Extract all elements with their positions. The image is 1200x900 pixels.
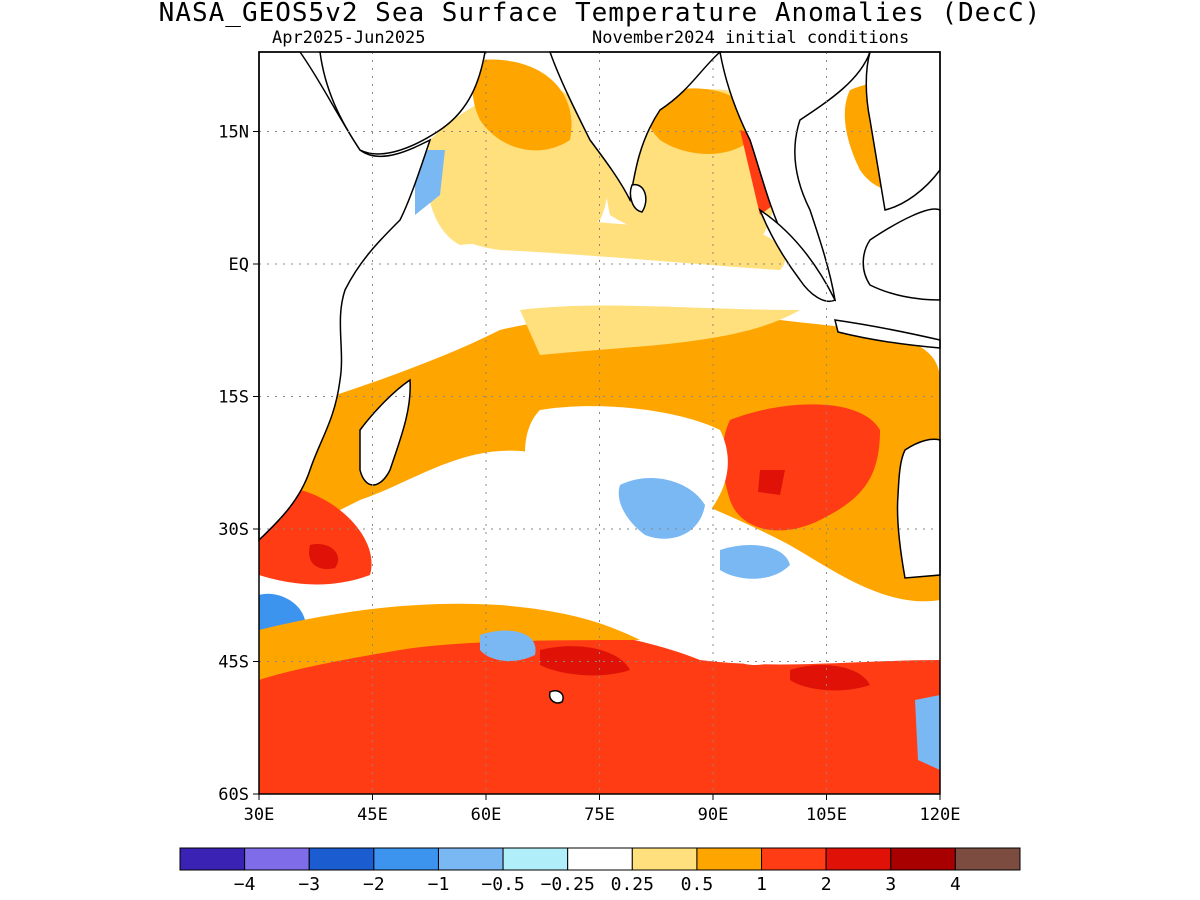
lat-label: 45S	[218, 653, 249, 673]
colorbar-label: −2	[363, 874, 385, 895]
colorbar-swatch	[373, 847, 439, 871]
colorbar-swatch	[696, 847, 763, 871]
longitude-labels: 30E 45E 60E 75E 90E 105E 120E	[244, 794, 961, 825]
lon-label: 45E	[357, 805, 388, 825]
southwest-warm	[259, 490, 372, 585]
graticule	[259, 52, 940, 794]
lon-label: 120E	[920, 805, 961, 825]
southern-ocean-core-2	[790, 665, 870, 691]
colorbar-swatch	[179, 847, 246, 871]
australia-land	[896, 438, 941, 579]
colorbar-label: 4	[950, 874, 961, 895]
borneo-land	[862, 208, 941, 301]
colorbar-label: −0.25	[541, 874, 595, 895]
colorbar-swatch	[761, 847, 827, 871]
indochina-land	[865, 51, 941, 211]
lat-label: 15N	[218, 123, 249, 143]
southeast-warm-patch	[722, 404, 880, 531]
land-masses	[258, 51, 941, 704]
southeast-warm-core	[758, 470, 785, 495]
colorbar-swatch	[308, 847, 375, 871]
colorbar-swatch	[244, 847, 310, 871]
lon-label: 75E	[584, 805, 615, 825]
latitude-labels: 15N EQ 15S 30S 45S 60S	[218, 123, 259, 805]
far-southeast-cool	[915, 695, 940, 770]
colorbar-label: 3	[885, 874, 896, 895]
lat-label: 15S	[218, 388, 249, 408]
central-cool-patch	[618, 477, 705, 539]
subtropical-light-warm	[520, 305, 800, 355]
lon-label: 105E	[806, 805, 847, 825]
lon-label: 90E	[698, 805, 729, 825]
sri-lanka-land	[629, 184, 647, 213]
southwest-warm-core	[309, 544, 339, 570]
colorbar-label: 0.25	[611, 874, 654, 895]
colorbar-swatch	[890, 847, 956, 871]
colorbar-label: 0.5	[681, 874, 714, 895]
colorbar-label: −3	[298, 874, 320, 895]
colorbar-swatch	[567, 847, 633, 871]
arabian-sea-warm	[472, 59, 572, 151]
equatorial-light-warm	[447, 200, 786, 270]
colorbar-swatch	[502, 847, 569, 871]
arabia-land	[319, 51, 486, 155]
central-cool-patch-east	[720, 545, 790, 579]
southern-neutral-streak	[699, 600, 790, 665]
lat-label: EQ	[229, 255, 249, 275]
colorbar: −4 −3 −2 −1 −0.5 −0.25 0.25 0.5 1 2 3 4	[179, 847, 1021, 895]
lon-label: 60E	[471, 805, 502, 825]
northwest-cool	[415, 150, 445, 215]
colorbar-label: 1	[756, 874, 767, 895]
forecast-period: Apr2025-Jun2025	[272, 28, 426, 48]
colorbar-swatch	[954, 847, 1021, 871]
southern-cool-patch	[480, 630, 536, 662]
initial-conditions: November2024 initial conditions	[592, 28, 910, 48]
bay-of-bengal-warm	[645, 88, 760, 154]
anomaly-field	[259, 52, 940, 794]
colorbar-label: −0.5	[481, 874, 524, 895]
colorbar-swatch	[825, 847, 892, 871]
southern-ocean-moderate	[259, 603, 640, 680]
india-land	[548, 51, 722, 203]
lat-label: 30S	[218, 520, 249, 540]
colorbar-label: 2	[821, 874, 832, 895]
colorbar-label: −4	[234, 874, 256, 895]
colorbar-swatch	[437, 847, 504, 871]
colorbar-label: −1	[428, 874, 450, 895]
kerguelen-island	[548, 690, 564, 704]
colorbar-swatch	[631, 847, 698, 871]
southern-ocean-core-1	[540, 646, 630, 676]
lon-label: 30E	[244, 805, 275, 825]
madagascar-land	[359, 378, 411, 486]
lat-label: 60S	[218, 785, 249, 805]
sumatra-land	[758, 208, 837, 302]
map-title: NASA_GEOS5v2 Sea Surface Temperature Ano…	[158, 0, 1042, 28]
